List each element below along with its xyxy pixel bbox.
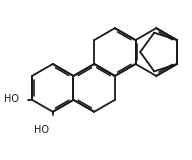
Text: HO: HO — [4, 94, 19, 104]
Text: HO: HO — [34, 125, 49, 135]
